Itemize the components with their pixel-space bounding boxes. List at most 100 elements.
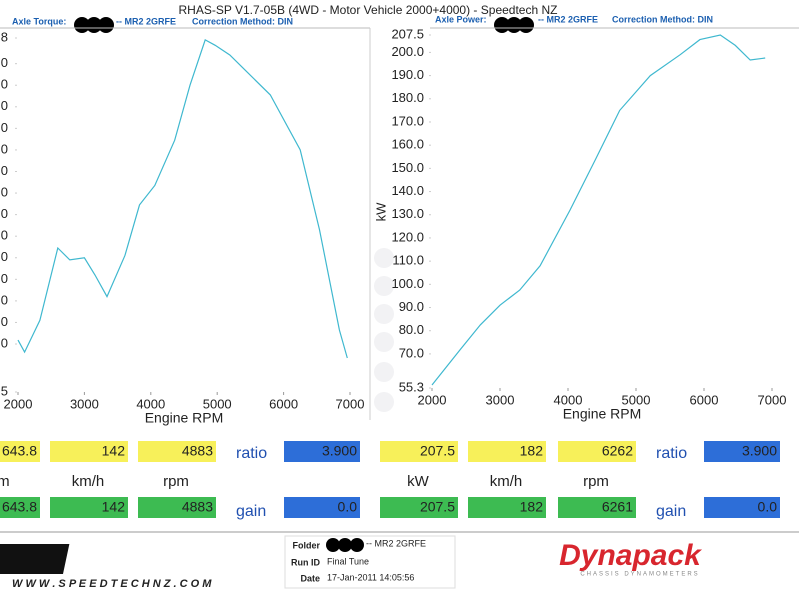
scan-marks bbox=[374, 248, 394, 412]
left-header-label: Axle Torque: bbox=[12, 16, 66, 26]
max-readout-box bbox=[380, 441, 458, 462]
ratio-readout: 3.900 bbox=[742, 443, 777, 459]
left-header-correction: Correction Method: DIN bbox=[192, 16, 293, 26]
y-tick-label: 120.0 bbox=[391, 229, 424, 244]
brand-tagline: CHASSIS DYNAMOMETERS bbox=[580, 572, 699, 578]
y-tick-label: 380.0 bbox=[0, 314, 8, 329]
torque-power-curve bbox=[17, 39, 348, 359]
redaction bbox=[506, 17, 522, 33]
y-tick-label: 580.0 bbox=[0, 98, 8, 113]
current-readout-box bbox=[50, 497, 128, 518]
y-tick-label: 315.5 bbox=[0, 383, 8, 398]
redaction bbox=[98, 17, 114, 33]
unit-label: Nm bbox=[0, 473, 10, 490]
ratio-readout: 3.900 bbox=[322, 443, 357, 459]
left-header-vehicle: -- MR2 2GRFE bbox=[116, 16, 176, 26]
y-tick-label: 400.0 bbox=[0, 292, 8, 307]
max-readout: 643.8 bbox=[2, 443, 37, 459]
y-tick-label: 420.0 bbox=[0, 271, 8, 286]
current-readout-box bbox=[0, 497, 40, 518]
ratio-readout-box bbox=[284, 441, 360, 462]
x-tick-label: 6000 bbox=[690, 392, 719, 407]
max-readout: 142 bbox=[102, 443, 126, 459]
unit-label: rpm bbox=[583, 473, 609, 490]
y-tick-label: 160.0 bbox=[391, 137, 424, 152]
y-tick-label: 207.5 bbox=[391, 26, 424, 41]
brand-logo: Dynapack bbox=[559, 539, 702, 572]
ratio-label: ratio bbox=[656, 445, 687, 462]
y-tick-label: 55.3 bbox=[399, 379, 424, 394]
ratio-label: ratio bbox=[236, 445, 267, 462]
y-tick-label: 620.0 bbox=[0, 55, 8, 70]
max-readout-box bbox=[138, 441, 216, 462]
date-value: 17-Jan-2011 14:05:56 bbox=[327, 572, 414, 582]
run-info-box bbox=[284, 535, 456, 589]
stm-logo: STM W W W . S P E E D T E C H N Z . C O … bbox=[0, 542, 212, 590]
y-tick-label: 140.0 bbox=[391, 183, 424, 198]
ratio-readout-box bbox=[704, 441, 780, 462]
y-tick-label: 110.0 bbox=[392, 253, 424, 268]
redaction bbox=[74, 17, 90, 33]
redaction bbox=[338, 538, 352, 552]
unit-label: km/h bbox=[490, 473, 523, 490]
redaction bbox=[326, 538, 340, 552]
x-axis-label: Engine RPM bbox=[563, 406, 642, 422]
max-readout: 182 bbox=[520, 443, 544, 459]
max-readout: 6262 bbox=[602, 443, 633, 459]
y-tick-label: 170.0 bbox=[391, 113, 424, 128]
gain-label: gain bbox=[656, 503, 686, 520]
x-tick-label: 5000 bbox=[622, 392, 651, 407]
unit-label: kW bbox=[407, 473, 430, 490]
y-tick-label: 480.0 bbox=[0, 206, 8, 221]
gain-readout-box bbox=[704, 497, 780, 518]
current-readout-box bbox=[138, 497, 216, 518]
unit-label: km/h bbox=[72, 473, 105, 490]
redaction bbox=[86, 17, 102, 33]
x-tick-label: 5000 bbox=[203, 396, 232, 411]
readouts: 643.8 Nm 643.8 142 km/h 142 4883 rpm 4883 ratio 3.… bbox=[0, 441, 780, 520]
y-tick-label: 520.0 bbox=[0, 163, 8, 178]
x-tick-label: 4000 bbox=[554, 392, 583, 407]
x-tick-label: 2000 bbox=[4, 396, 33, 411]
unit-label: rpm bbox=[163, 473, 189, 490]
folder-label: Folder bbox=[292, 540, 320, 550]
logo-url: W W W . S P E E D T E C H N Z . C O M bbox=[12, 578, 212, 590]
current-readout: 182 bbox=[520, 499, 544, 515]
x-tick-label: 2000 bbox=[418, 392, 447, 407]
max-readout-box bbox=[50, 441, 128, 462]
x-tick-label: 3000 bbox=[70, 396, 99, 411]
logo-text: STM bbox=[78, 542, 138, 573]
current-readout: 4883 bbox=[182, 499, 213, 515]
max-readout: 207.5 bbox=[420, 443, 455, 459]
gain-label: gain bbox=[236, 503, 266, 520]
current-readout: 207.5 bbox=[420, 499, 455, 515]
right-header-label: Axle Power: bbox=[435, 14, 487, 24]
y-axis-label: kW bbox=[373, 202, 388, 222]
redaction bbox=[350, 538, 364, 552]
date-label: Date bbox=[300, 573, 320, 583]
redaction bbox=[494, 17, 510, 33]
max-readout-box bbox=[0, 441, 40, 462]
max-readout-box bbox=[558, 441, 636, 462]
y-tick-label: 460.0 bbox=[0, 228, 8, 243]
y-tick-label: 200.0 bbox=[391, 44, 424, 59]
right-header-correction: Correction Method: DIN bbox=[612, 14, 713, 24]
right-header-vehicle: -- MR2 2GRFE bbox=[538, 14, 598, 24]
current-readout-box bbox=[558, 497, 636, 518]
current-readout: 6261 bbox=[602, 499, 633, 515]
y-tick-label: 560.0 bbox=[0, 120, 8, 135]
x-axis-label: Engine RPM bbox=[145, 410, 224, 426]
sheet-title: RHAS-SP V1.7-05B (4WD - Motor Vehicle 20… bbox=[179, 3, 558, 17]
y-tick-label: 90.0 bbox=[399, 299, 424, 314]
torque-power-curve bbox=[431, 34, 766, 386]
run-value: Final Tune bbox=[327, 556, 369, 566]
y-tick-label: 100.0 bbox=[391, 276, 424, 291]
gain-readout: 0.0 bbox=[758, 499, 778, 515]
redaction bbox=[518, 17, 534, 33]
gain-readout-box bbox=[284, 497, 360, 518]
current-readout-box bbox=[468, 497, 546, 518]
current-readout: 643.8 bbox=[2, 499, 37, 515]
max-readout-box bbox=[468, 441, 546, 462]
y-tick-label: 643.8 bbox=[0, 29, 8, 44]
